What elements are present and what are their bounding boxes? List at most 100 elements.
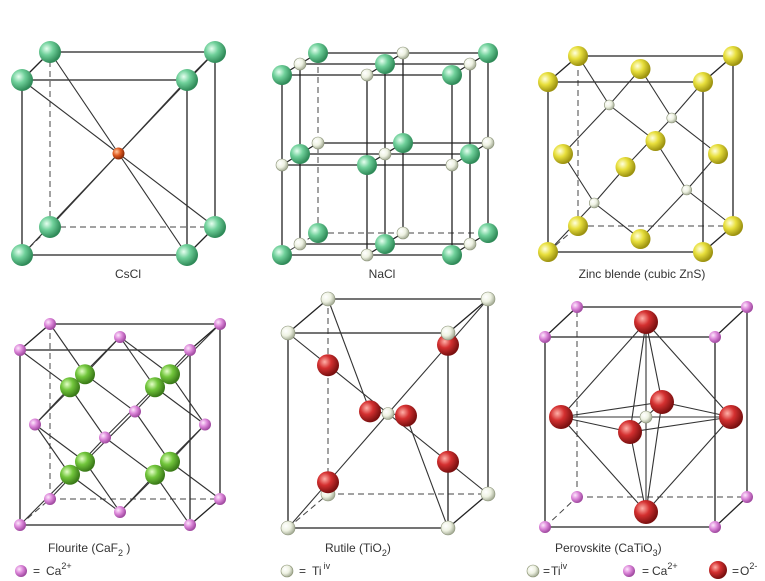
calcium-atom	[14, 519, 26, 531]
white-atom-icon	[526, 564, 540, 578]
legend-sup: 2+	[61, 561, 71, 571]
zn-s-bond	[562, 104, 610, 155]
caption-rutile-main: Rutile (TiO	[325, 541, 382, 555]
legend-text-o-perovskite: =O2-	[732, 561, 757, 578]
calcium-atom	[539, 331, 551, 343]
oxygen-atom	[317, 471, 339, 494]
caption-zinc-blende: Zinc blende (cubic ZnS)	[579, 267, 706, 281]
calcium-atom	[571, 301, 583, 313]
legend-label: Ti	[551, 564, 561, 578]
body-diagonal	[49, 153, 119, 228]
oxygen-atom	[634, 500, 658, 524]
sulfur-atom	[630, 59, 651, 79]
chloride-atom	[375, 54, 395, 74]
legend-item-ca-fluorite: = Ca2+	[15, 561, 72, 578]
panel-fluorite	[14, 318, 226, 531]
fluoride-atom	[160, 451, 180, 472]
titanium-atom	[440, 325, 456, 341]
octahedron-edge	[629, 321, 647, 433]
chloride-atom	[39, 216, 61, 238]
titanium-atom	[639, 410, 653, 424]
ca-f-bond	[169, 461, 221, 500]
ca-f-bond	[104, 437, 156, 476]
sulfur-atom	[538, 72, 558, 92]
legend-item-o-perovskite: =O2-	[709, 561, 757, 579]
oxygen-atom	[359, 400, 381, 423]
panel-zinc-blende	[538, 46, 743, 262]
panel-cscl	[11, 41, 226, 266]
sodium-atom	[360, 68, 374, 82]
chloride-atom	[393, 133, 413, 153]
fluoride-atom	[145, 464, 165, 485]
cube-edge	[189, 498, 221, 526]
sodium-atom	[293, 237, 307, 251]
sodium-atom	[378, 147, 392, 161]
sodium-atom	[275, 158, 289, 172]
panel-perovskite	[539, 301, 753, 533]
legend-item-ti-rutile: = Ti iv	[280, 561, 331, 578]
legend-item-ti-perovskite: =Tiiv	[526, 561, 568, 578]
ti-o-bond	[327, 298, 371, 412]
chloride-atom	[272, 65, 292, 85]
legend-sup: iv	[561, 561, 568, 571]
red-atom-icon	[709, 561, 727, 579]
oxygen-atom	[650, 390, 674, 414]
legend: = Ca2+ = Ti iv =Tiiv = Ca2+ =O2-	[15, 561, 757, 579]
caption-rutile: Rutile (TiO2)	[325, 541, 391, 558]
ca-f-bond	[154, 386, 206, 425]
sodium-atom	[396, 46, 410, 60]
chloride-atom	[11, 244, 33, 266]
calcium-atom	[44, 318, 56, 330]
sodium-atom	[311, 136, 325, 150]
pink-atom-icon	[623, 565, 635, 577]
fluoride-atom	[145, 377, 165, 398]
sodium-atom	[481, 136, 495, 150]
legend-sup: 2-	[749, 561, 757, 571]
caption-cscl: CsCl	[115, 267, 141, 281]
calcium-atom	[214, 318, 226, 330]
cube-edge	[447, 493, 489, 529]
chloride-atom	[204, 216, 226, 238]
fluoride-atom	[160, 364, 180, 385]
cube-edge-hidden	[287, 493, 329, 529]
titanium-atom	[320, 291, 336, 307]
cube-edge	[714, 306, 748, 338]
legend-eq: =	[732, 564, 739, 578]
sulfur-atom	[538, 242, 558, 262]
cube-edge	[544, 306, 578, 338]
ca-f-bond	[169, 373, 206, 425]
ca-f-bond	[84, 461, 121, 513]
sodium-atom	[445, 158, 459, 172]
sulfur-atom	[723, 46, 743, 66]
octahedron-edge	[645, 321, 663, 403]
chloride-atom	[308, 43, 328, 63]
octahedron-edge	[560, 416, 647, 513]
sulfur-atom	[708, 144, 728, 164]
chloride-atom	[176, 69, 198, 91]
calcium-atom	[539, 521, 551, 533]
calcium-atom	[709, 521, 721, 533]
sulfur-atom	[568, 46, 588, 66]
ca-f-bond	[69, 386, 106, 438]
chloride-atom	[357, 155, 377, 175]
calcium-atom	[129, 405, 141, 418]
ti-o-bond	[327, 413, 389, 483]
caption-fluorite-sub: 2	[118, 548, 123, 558]
legend-label: Ca	[46, 564, 62, 578]
titanium-atom	[381, 407, 395, 420]
legend-text-ca-perovskite: = Ca2+	[642, 561, 678, 578]
legend-eq: =	[543, 564, 550, 578]
panel-rutile	[280, 291, 496, 536]
caption-rutile-sub: 2	[382, 548, 387, 558]
sodium-atom	[293, 57, 307, 71]
body-diagonal	[118, 153, 188, 256]
ca-f-bond	[134, 411, 171, 463]
ca-f-bond	[34, 424, 71, 476]
calcium-atom	[14, 344, 26, 356]
fluoride-atom	[75, 451, 95, 472]
chloride-atom	[272, 245, 292, 265]
ca-f-bond	[34, 424, 86, 463]
ca-f-bond	[69, 474, 121, 513]
caption-perovskite-main: Perovskite (CaTiO	[555, 541, 653, 555]
